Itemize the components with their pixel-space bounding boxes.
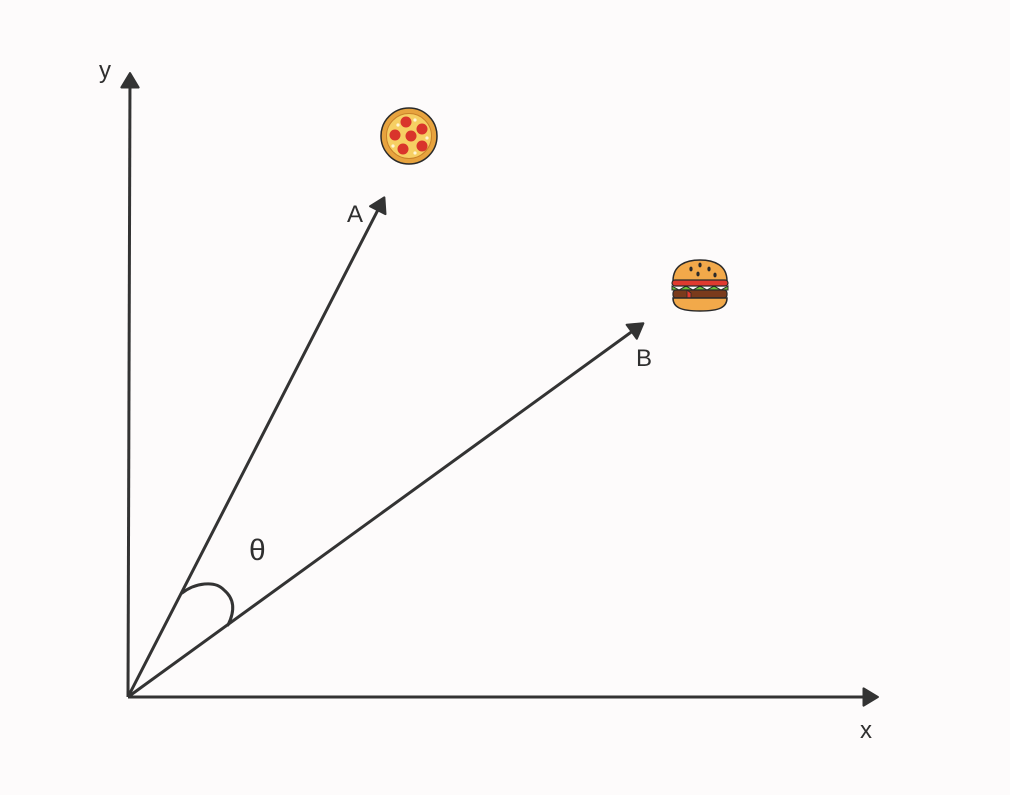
x-axis-label: x	[860, 717, 872, 744]
y-axis	[120, 72, 140, 698]
burger-icon	[671, 259, 729, 312]
vector-a	[126, 196, 387, 698]
vector-b-label: B	[636, 345, 652, 372]
angle-label: θ	[249, 534, 266, 567]
pizza-icon	[380, 107, 438, 165]
vector-b	[127, 322, 645, 699]
vector-a-label: A	[347, 201, 363, 228]
angle-arc	[180, 582, 235, 627]
y-axis-label: y	[99, 57, 111, 84]
